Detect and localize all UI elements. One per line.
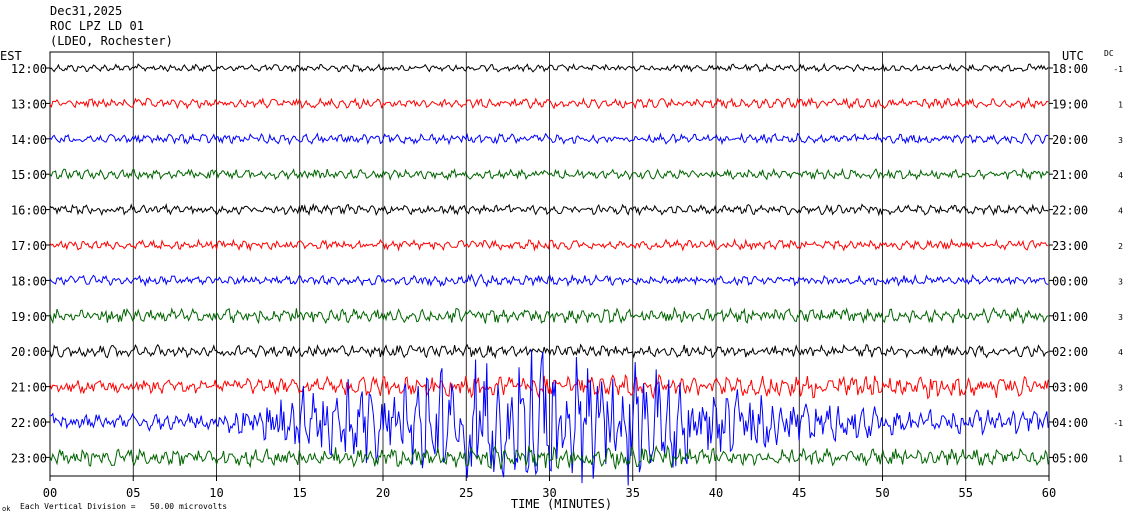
x-tick-label: 25 <box>459 486 473 500</box>
seismic-trace <box>49 96 1049 110</box>
x-tick-label: 60 <box>1042 486 1056 500</box>
seismic-trace <box>49 202 1049 217</box>
left-timezone-label: EST <box>0 49 22 63</box>
row-label-local: 14:00 <box>11 133 47 147</box>
row-dc-offset: 4 <box>1118 348 1123 357</box>
row-label-local: 20:00 <box>11 345 47 359</box>
dc-column-header: DC <box>1104 49 1114 58</box>
row-label-utc: 18:00 <box>1052 62 1088 76</box>
row-dc-offset: 3 <box>1118 136 1123 145</box>
x-tick-label: 45 <box>792 486 806 500</box>
station-code: ROC LPZ LD 01 <box>50 19 144 33</box>
row-label-utc: 05:00 <box>1052 451 1088 465</box>
row-label-local: 23:00 <box>11 451 47 465</box>
x-tick-label: 55 <box>959 486 973 500</box>
seismic-trace <box>49 373 1049 400</box>
seismic-trace <box>49 444 1049 470</box>
seismic-trace <box>49 132 1049 146</box>
seismic-trace <box>49 167 1049 182</box>
x-tick-label: 50 <box>875 486 889 500</box>
row-label-local: 12:00 <box>11 62 47 76</box>
row-label-utc: 04:00 <box>1052 416 1088 430</box>
x-tick-label: 05 <box>126 486 140 500</box>
row-dc-offset: 3 <box>1118 384 1123 393</box>
x-axis-label: TIME (MINUTES) <box>511 497 612 511</box>
seismic-trace <box>49 343 1049 360</box>
x-tick-label: 35 <box>626 486 640 500</box>
row-label-local: 18:00 <box>11 274 47 288</box>
row-label-utc: 01:00 <box>1052 310 1088 324</box>
row-label-utc: 03:00 <box>1052 381 1088 395</box>
row-dc-offset: -1 <box>1113 419 1123 428</box>
row-dc-offset: 3 <box>1118 313 1123 322</box>
x-tick-label: 10 <box>209 486 223 500</box>
row-dc-offset: 1 <box>1118 100 1123 109</box>
seismic-trace <box>49 306 1049 325</box>
row-label-utc: 19:00 <box>1052 97 1088 111</box>
row-label-local: 22:00 <box>11 416 47 430</box>
x-tick-label: 40 <box>709 486 723 500</box>
x-tick-label: 00 <box>43 486 57 500</box>
seismic-trace <box>49 238 1049 252</box>
scale-note: Each Vertical Division = 50.00 microvolt… <box>20 502 228 511</box>
row-label-local: 17:00 <box>11 239 47 253</box>
row-label-utc: 22:00 <box>1052 204 1088 218</box>
x-tick-label: 30 <box>542 486 556 500</box>
x-tick-label: 20 <box>376 486 390 500</box>
row-label-utc: 20:00 <box>1052 133 1088 147</box>
plot-date: Dec31,2025 <box>50 4 123 18</box>
row-dc-offset: 1 <box>1118 454 1123 463</box>
row-dc-offset: 2 <box>1118 242 1123 251</box>
row-label-utc: 23:00 <box>1052 239 1088 253</box>
row-dc-offset: 4 <box>1118 207 1123 216</box>
row-label-local: 13:00 <box>11 97 47 111</box>
row-dc-offset: -1 <box>1113 65 1123 74</box>
row-label-utc: 02:00 <box>1052 345 1088 359</box>
row-label-utc: 00:00 <box>1052 274 1088 288</box>
footer-mark: ok <box>2 505 11 513</box>
right-timezone-label: UTC <box>1062 49 1084 63</box>
row-label-local: 19:00 <box>11 310 47 324</box>
seismic-trace <box>49 273 1049 288</box>
row-label-local: 16:00 <box>11 204 47 218</box>
network-name: (LDEO, Rochester) <box>50 34 173 48</box>
row-label-local: 21:00 <box>11 381 47 395</box>
row-label-utc: 21:00 <box>1052 168 1088 182</box>
row-label-local: 15:00 <box>11 168 47 182</box>
row-dc-offset: 4 <box>1118 171 1123 180</box>
row-dc-offset: 3 <box>1118 277 1123 286</box>
seismic-trace <box>49 62 1049 73</box>
x-tick-label: 15 <box>293 486 307 500</box>
